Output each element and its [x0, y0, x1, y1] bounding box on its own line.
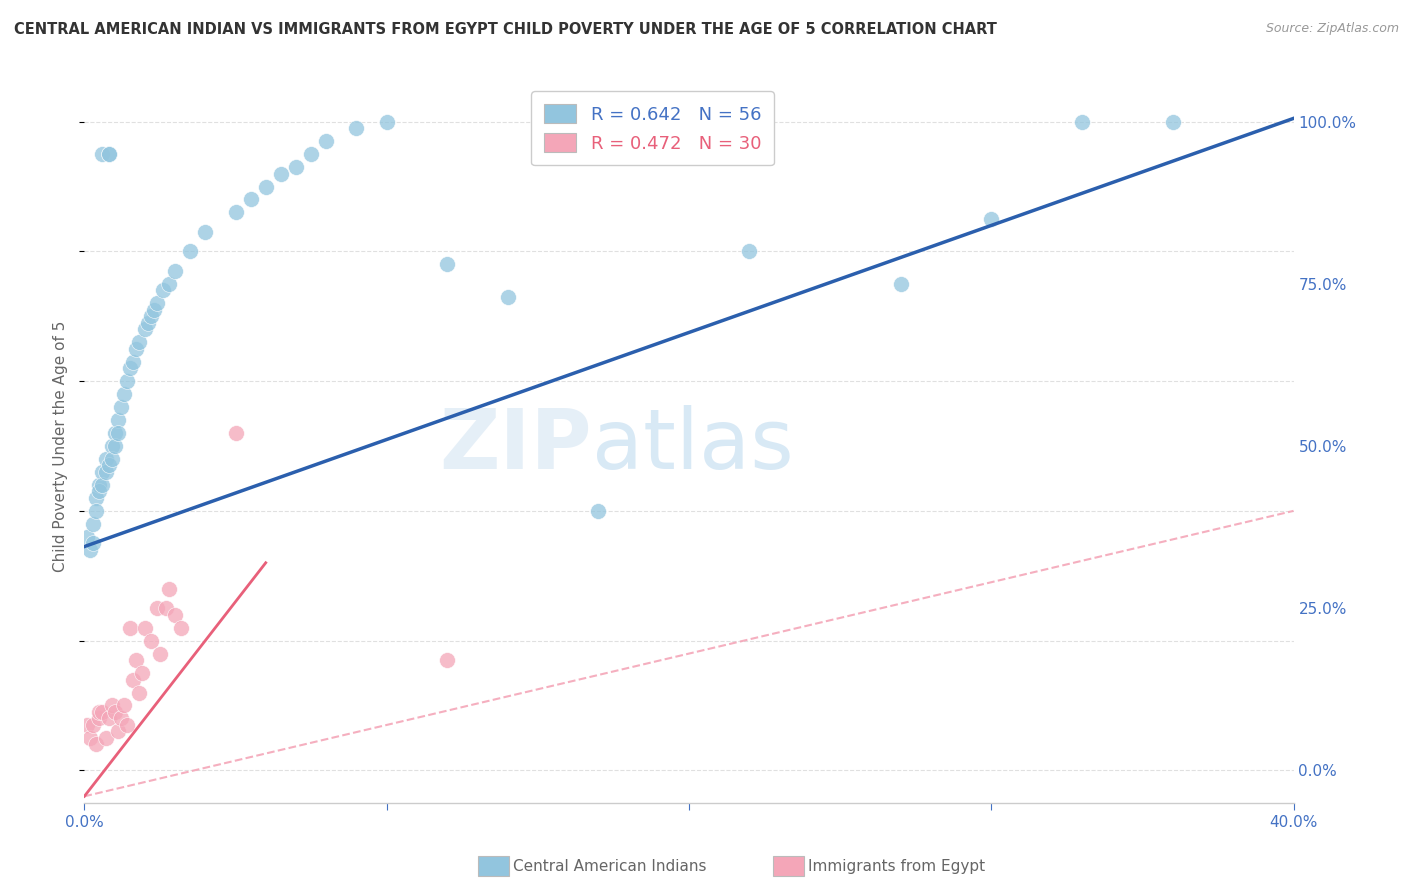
Point	[107, 425, 129, 440]
Point	[107, 724, 129, 739]
Point	[125, 342, 148, 356]
Text: ZIP: ZIP	[440, 406, 592, 486]
Point	[134, 621, 156, 635]
Point	[82, 536, 104, 550]
Point	[146, 296, 169, 310]
Point	[139, 633, 162, 648]
Point	[155, 601, 177, 615]
Text: atlas: atlas	[592, 406, 794, 486]
Point	[82, 516, 104, 531]
Point	[299, 147, 322, 161]
Point	[97, 711, 120, 725]
Point	[110, 400, 132, 414]
Point	[76, 530, 98, 544]
Point	[89, 484, 111, 499]
Point	[104, 425, 127, 440]
Text: Central American Indians: Central American Indians	[513, 859, 707, 873]
Point	[91, 465, 114, 479]
Point	[91, 478, 114, 492]
Point	[436, 653, 458, 667]
Point	[588, 504, 610, 518]
Point	[97, 458, 120, 473]
Point	[285, 160, 308, 174]
Point	[97, 147, 120, 161]
Point	[125, 653, 148, 667]
Point	[86, 738, 108, 752]
Point	[165, 264, 187, 278]
Point	[100, 439, 122, 453]
Point	[97, 147, 120, 161]
Point	[270, 167, 292, 181]
Point	[82, 718, 104, 732]
Point	[104, 439, 127, 453]
Point	[89, 711, 111, 725]
Text: CENTRAL AMERICAN INDIAN VS IMMIGRANTS FROM EGYPT CHILD POVERTY UNDER THE AGE OF : CENTRAL AMERICAN INDIAN VS IMMIGRANTS FR…	[14, 22, 997, 37]
Point	[225, 205, 247, 219]
Point	[118, 621, 141, 635]
Point	[76, 718, 98, 732]
Point	[142, 302, 165, 317]
Point	[115, 718, 138, 732]
Point	[980, 211, 1002, 226]
Point	[152, 283, 174, 297]
Point	[194, 225, 217, 239]
Point	[496, 290, 519, 304]
Point	[131, 666, 153, 681]
Point	[157, 277, 180, 291]
Point	[254, 179, 277, 194]
Point	[89, 705, 111, 719]
Point	[110, 711, 132, 725]
Point	[738, 244, 761, 259]
Point	[128, 335, 150, 350]
Point	[128, 685, 150, 699]
Point	[86, 491, 108, 505]
Point	[225, 425, 247, 440]
Point	[139, 310, 162, 324]
Point	[104, 705, 127, 719]
Point	[179, 244, 201, 259]
Point	[1071, 114, 1094, 128]
Point	[146, 601, 169, 615]
Point	[890, 277, 912, 291]
Legend: R = 0.642   N = 56, R = 0.472   N = 30: R = 0.642 N = 56, R = 0.472 N = 30	[531, 91, 775, 165]
Point	[115, 374, 138, 388]
Point	[346, 121, 368, 136]
Point	[134, 322, 156, 336]
Point	[239, 193, 262, 207]
Point	[91, 147, 114, 161]
Point	[94, 452, 117, 467]
Point	[112, 387, 135, 401]
Point	[100, 698, 122, 713]
Point	[86, 504, 108, 518]
Point	[436, 257, 458, 271]
Point	[121, 354, 143, 368]
FancyBboxPatch shape	[773, 856, 804, 876]
Point	[170, 621, 193, 635]
Point	[112, 698, 135, 713]
Point	[1161, 114, 1184, 128]
Point	[91, 705, 114, 719]
Point	[89, 478, 111, 492]
Point	[79, 731, 101, 745]
Point	[94, 731, 117, 745]
Point	[157, 582, 180, 596]
Text: Immigrants from Egypt: Immigrants from Egypt	[808, 859, 986, 873]
Point	[149, 647, 172, 661]
Point	[121, 673, 143, 687]
Point	[315, 134, 337, 148]
Point	[118, 361, 141, 376]
Point	[165, 607, 187, 622]
Point	[94, 465, 117, 479]
Text: Source: ZipAtlas.com: Source: ZipAtlas.com	[1265, 22, 1399, 36]
Point	[107, 413, 129, 427]
Point	[136, 316, 159, 330]
Point	[100, 452, 122, 467]
FancyBboxPatch shape	[478, 856, 509, 876]
Point	[375, 114, 398, 128]
Y-axis label: Child Poverty Under the Age of 5: Child Poverty Under the Age of 5	[53, 320, 69, 572]
Point	[79, 542, 101, 557]
